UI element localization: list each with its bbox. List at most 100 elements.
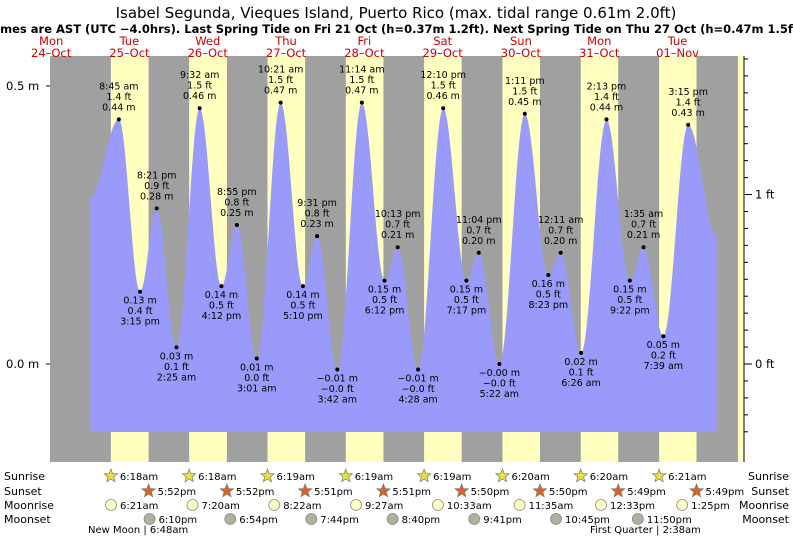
- tide-label: −0.0 ft: [483, 379, 516, 390]
- row-label-left: Moonset: [4, 513, 51, 526]
- sunrise-icon: [573, 468, 589, 483]
- sunrise-time: 6:21am: [668, 472, 706, 483]
- tide-label: 9:32 am: [180, 70, 219, 81]
- tide-label: 8:21 pm: [137, 170, 177, 181]
- tide-point: [522, 111, 527, 116]
- plot-area: [50, 56, 744, 462]
- moonrise-icon: [268, 499, 281, 511]
- moonrise-time: 6:21am: [120, 501, 158, 512]
- tide-label: 0.7 ft: [466, 225, 491, 236]
- tide-label: −0.0 ft: [321, 384, 354, 395]
- tide-label: 0.47 m: [264, 86, 297, 97]
- tide-label: 8:45 am: [99, 81, 138, 92]
- moonrise-time: 7:20am: [202, 501, 240, 512]
- tide-label: 0.21 m: [627, 230, 660, 241]
- tide-point: [174, 345, 179, 350]
- sunset-time: 5:51pm: [314, 487, 353, 498]
- tide-label: −0.01 m: [317, 374, 358, 385]
- tide-point: [641, 245, 646, 250]
- moonset-time: 7:44pm: [320, 515, 359, 526]
- sunset-icon: [532, 483, 548, 498]
- tide-point: [546, 273, 551, 278]
- tide-point: [476, 250, 481, 255]
- tide-label: 0.5 ft: [536, 290, 561, 301]
- tide-label: 0.45 m: [508, 97, 541, 108]
- tide-label: 0.43 m: [671, 108, 704, 119]
- tide-label: 11:14 am: [339, 65, 384, 76]
- sunset-icon: [375, 483, 392, 498]
- tide-point: [359, 100, 364, 105]
- tide-label: −0.01 m: [397, 374, 438, 385]
- tide-label: 0.14 m: [286, 290, 319, 301]
- axes: 0.5 m 0.0 m 1 ft 0 ft: [6, 56, 775, 462]
- sunset-icon: [454, 483, 470, 498]
- tide-label: 2:25 am: [157, 372, 196, 383]
- tide-label: 12:10 pm: [420, 70, 466, 81]
- sunset-time: 5:49pm: [627, 487, 666, 498]
- tide-point: [219, 284, 224, 289]
- tide-label: 0.1 ft: [569, 367, 594, 378]
- moonset-time: 10:45pm: [565, 515, 610, 526]
- tide-label: 0.4 ft: [128, 306, 153, 317]
- moonrise-icon: [513, 499, 526, 511]
- tide-label: 0.15 m: [450, 285, 483, 296]
- tide-label: 0.05 m: [647, 340, 680, 351]
- day-date: 24–Oct: [31, 46, 72, 60]
- tide-label: 1.5 ft: [349, 75, 374, 86]
- row-label-left: Sunrise: [4, 470, 45, 483]
- tide-point: [154, 206, 159, 211]
- chart-subtitle: Times are AST (UTC −4.0hrs). Last Spring…: [0, 22, 793, 36]
- tide-label: 3:01 am: [237, 383, 276, 394]
- tide-point: [579, 350, 584, 355]
- tide-label: 4:28 am: [398, 395, 437, 406]
- moonrise-icon: [595, 499, 607, 511]
- tide-label: 0.7 ft: [548, 225, 573, 236]
- tide-label: 12:11 am: [538, 215, 583, 226]
- day-name: Wed: [195, 34, 220, 48]
- tide-label: 0.01 m: [240, 362, 273, 373]
- day-date: 26–Oct: [188, 46, 229, 60]
- tide-label: 1:35 am: [624, 209, 663, 220]
- tide-label: 0.20 m: [462, 236, 495, 247]
- tide-label: 0.8 ft: [305, 209, 330, 220]
- tide-label: 0.03 m: [160, 351, 193, 362]
- tide-label: 1.4 ft: [594, 92, 619, 103]
- tide-label: 0.25 m: [220, 208, 253, 219]
- tide-label: 1.5 ft: [268, 75, 293, 86]
- tide-label: 0.23 m: [300, 219, 333, 230]
- row-label-left: Moonrise: [4, 499, 54, 512]
- tide-label: 0.7 ft: [385, 220, 410, 231]
- tide-label: 1.5 ft: [512, 86, 537, 97]
- day-date: 31–Oct: [579, 46, 620, 60]
- sunrise-icon: [103, 468, 119, 483]
- right-margin-band: [738, 56, 744, 462]
- tide-label: 0.8 ft: [224, 198, 249, 209]
- tide-label: 0.0 ft: [244, 373, 269, 384]
- moon-phase-new: New Moon | 6:48am: [88, 525, 188, 536]
- tide-label: 0.5 ft: [372, 295, 397, 306]
- tide-label: 1.5 ft: [187, 81, 212, 92]
- row-label-right: Moonset: [742, 513, 789, 526]
- day-headers: Mon24–OctTue25–OctWed26–OctThu27–OctFri2…: [31, 34, 699, 60]
- tide-label: 6:12 pm: [365, 306, 405, 317]
- tide-label: 3:15 pm: [120, 317, 160, 328]
- tide-point: [661, 334, 666, 339]
- sunrise-icon: [651, 468, 667, 483]
- sunrise-time: 6:18am: [120, 472, 158, 483]
- tide-point: [138, 289, 143, 294]
- sunset-time: 5:52pm: [236, 487, 275, 498]
- tide-label: 0.47 m: [345, 86, 378, 97]
- tide-label: −0.0 ft: [402, 384, 435, 395]
- sunrise-time: 6:19am: [433, 472, 471, 483]
- sunset-time: 5:52pm: [158, 487, 197, 498]
- tide-label: 0.44 m: [102, 102, 135, 113]
- sunset-icon: [219, 483, 235, 498]
- tide-label: 0.15 m: [613, 285, 646, 296]
- tide-label: 0.13 m: [123, 296, 156, 307]
- tide-point: [382, 278, 387, 283]
- moonset-icon: [550, 513, 562, 525]
- tide-label: 5:10 pm: [283, 311, 323, 322]
- tide-point: [464, 278, 469, 283]
- row-label-right: Moonrise: [739, 499, 789, 512]
